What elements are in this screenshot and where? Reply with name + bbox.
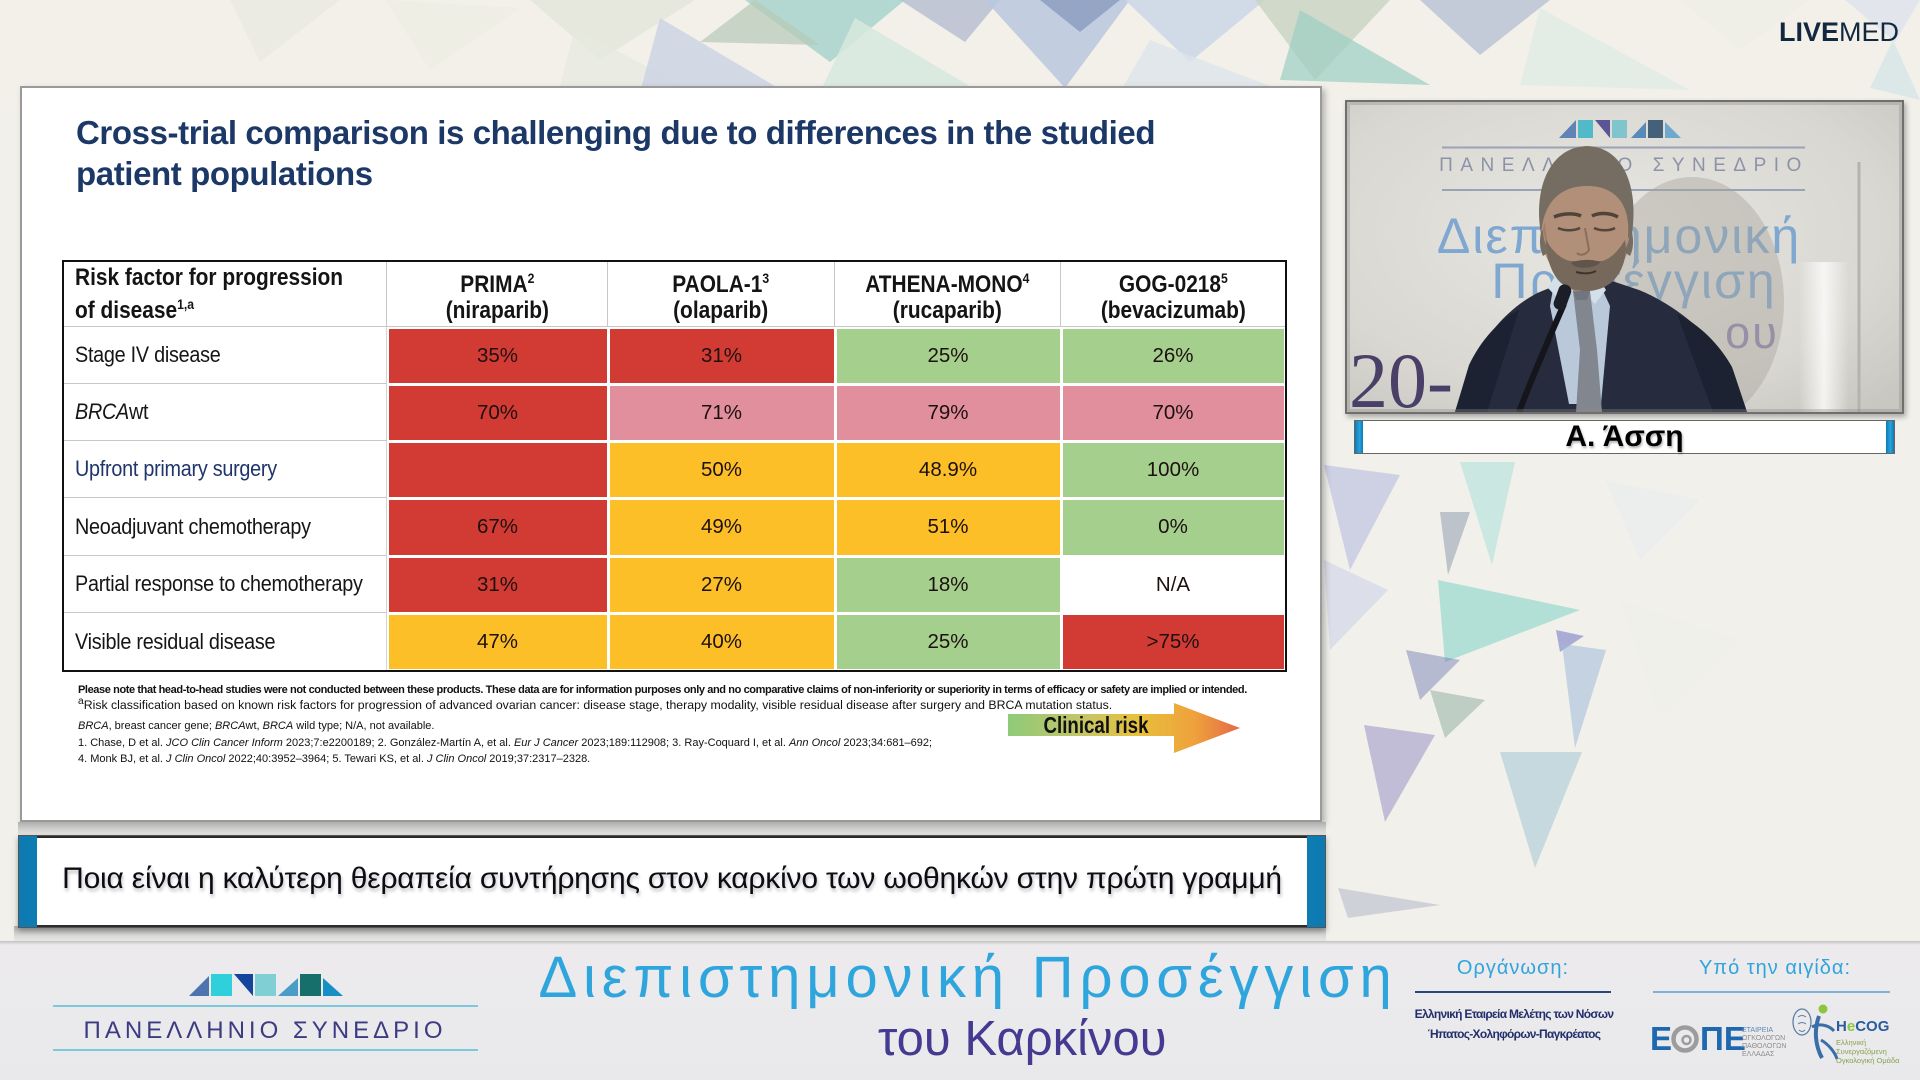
svg-text:ΠΕ: ΠΕ: [1700, 1020, 1746, 1057]
svg-text:ΕΛΛΑΔΑΣ: ΕΛΛΑΔΑΣ: [1742, 1051, 1775, 1058]
svg-text:Clinical risk: Clinical risk: [1044, 712, 1150, 738]
svg-text:ΟΓΚΟΛΟΓΩΝ: ΟΓΚΟΛΟΓΩΝ: [1742, 1035, 1785, 1042]
svg-text:ΕΤΑΙΡΕΙΑ: ΕΤΑΙΡΕΙΑ: [1742, 1027, 1773, 1034]
svg-text:20-: 20-: [1349, 337, 1453, 412]
svg-text:Ελληνική: Ελληνική: [1836, 1038, 1866, 1047]
svg-text:HeCOG: HeCOG: [1836, 1018, 1889, 1035]
svg-text:Συνεργαζόμενη: Συνεργαζόμενη: [1836, 1047, 1887, 1056]
svg-text:ΠΑΘΟΛΟΓΩΝ: ΠΑΘΟΛΟΓΩΝ: [1742, 1043, 1786, 1050]
svg-text:ΠΑΝΕΛΛΗΝΙΟ ΣΥΝΕΔΡΙΟ: ΠΑΝΕΛΛΗΝΙΟ ΣΥΝΕΔΡΙΟ: [84, 1017, 447, 1044]
svg-text:Ογκολογική Ομάδα: Ογκολογική Ομάδα: [1836, 1056, 1900, 1065]
svg-text:Ε: Ε: [1650, 1020, 1672, 1057]
svg-text:ου: ου: [1725, 307, 1779, 358]
